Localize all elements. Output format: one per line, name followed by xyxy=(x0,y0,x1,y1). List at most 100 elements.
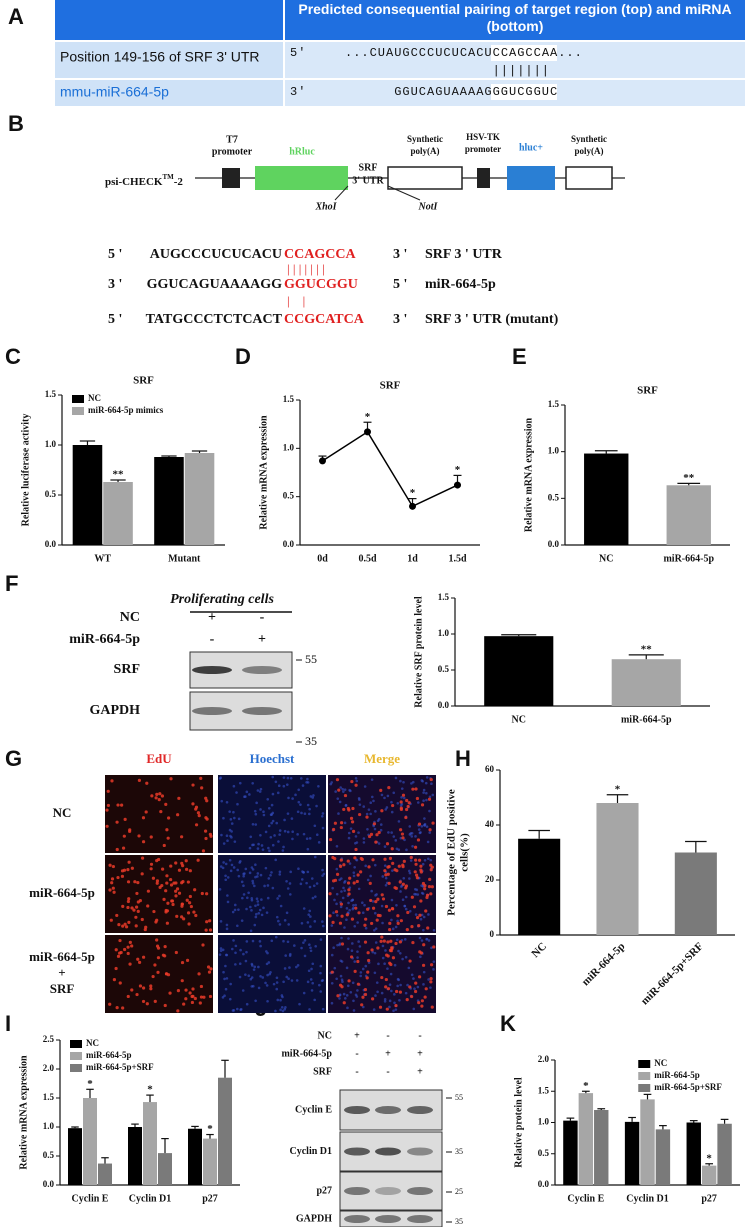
row-cell xyxy=(55,42,283,78)
nucleus xyxy=(384,883,388,887)
bar xyxy=(674,852,717,935)
nucleus xyxy=(267,846,270,850)
strand-end: 5' xyxy=(290,46,306,60)
edu-nucleus xyxy=(420,999,424,1003)
significance: * xyxy=(583,1080,589,1092)
nucleus xyxy=(283,919,287,922)
nucleus xyxy=(239,859,242,863)
nucleus xyxy=(313,998,316,1002)
nucleus xyxy=(251,781,254,785)
nucleus xyxy=(219,920,223,923)
nucleus xyxy=(256,875,259,878)
nucleus xyxy=(353,924,357,928)
nucleus xyxy=(277,840,280,843)
edu-nucleus xyxy=(110,877,115,881)
edu-nucleus xyxy=(115,913,119,918)
micrograph xyxy=(218,855,326,933)
x-tick-label: 0.5d xyxy=(358,553,377,564)
edu-nucleus xyxy=(136,900,140,904)
binding-site: GGUCGGU xyxy=(284,277,358,292)
nucleus xyxy=(218,953,222,956)
sequence: ...CUAUGCCCUCUCACUCCAGCCAA... xyxy=(345,46,583,60)
nucleus xyxy=(432,928,436,932)
nucleus xyxy=(398,998,401,1002)
nucleus xyxy=(308,885,312,889)
condition-sign: - xyxy=(418,1030,421,1041)
edu-nucleus xyxy=(196,858,200,862)
nucleus xyxy=(405,848,408,852)
nucleus xyxy=(257,965,260,969)
strand-label: miR-664-5p xyxy=(425,277,496,292)
condition-sign: + xyxy=(354,1030,360,1041)
edu-nucleus xyxy=(166,901,170,905)
nucleus xyxy=(361,901,364,904)
nucleus xyxy=(306,921,310,924)
vector-sup: TM xyxy=(162,173,174,181)
y-axis-label: Relative luciferase activity xyxy=(20,414,31,527)
edu-nucleus xyxy=(115,1006,119,1010)
binding-site: CCAGCCA xyxy=(284,247,356,262)
bar xyxy=(584,453,629,545)
pairing: ||||||| xyxy=(493,64,550,78)
nucleus xyxy=(369,812,372,816)
nucleus xyxy=(253,809,257,813)
nucleus xyxy=(296,964,300,967)
edu-nucleus xyxy=(347,808,351,812)
marker-label: 25 xyxy=(455,1187,463,1196)
nucleus xyxy=(419,831,422,834)
nucleus xyxy=(229,869,233,873)
nucleus xyxy=(364,864,367,868)
nucleus xyxy=(408,871,412,875)
y-axis-label: Relative mRNA expression xyxy=(18,1055,29,1170)
y-tick-label: 1.0 xyxy=(548,446,560,456)
nucleus xyxy=(345,918,348,922)
edu-nucleus xyxy=(197,972,201,976)
nucleus xyxy=(299,882,303,886)
edu-nucleus xyxy=(181,864,185,868)
nucleus xyxy=(302,907,306,910)
nucleus xyxy=(308,909,312,913)
edu-nucleus xyxy=(388,948,393,953)
y-tick-label: 1.0 xyxy=(438,628,450,638)
nucleus xyxy=(281,995,284,999)
nucleus xyxy=(266,999,269,1003)
nucleus xyxy=(236,802,239,806)
y-tick-label: 1.5 xyxy=(538,1085,550,1095)
edu-nucleus xyxy=(375,833,379,837)
nucleus xyxy=(219,776,222,780)
nucleus xyxy=(318,983,321,987)
band xyxy=(375,1215,401,1223)
nucleus xyxy=(345,994,349,997)
nucleus xyxy=(259,944,262,948)
nucleus xyxy=(283,967,287,970)
row-label: NC xyxy=(53,805,72,820)
nucleus xyxy=(242,893,246,896)
nucleus xyxy=(238,962,242,966)
nucleus xyxy=(379,828,383,832)
nucleus xyxy=(285,879,288,883)
nucleus xyxy=(370,778,374,781)
nucleus xyxy=(428,795,432,799)
nucleus xyxy=(425,776,429,779)
edu-nucleus xyxy=(428,828,432,832)
edu-nucleus xyxy=(347,979,351,983)
edu-nucleus xyxy=(204,796,208,800)
nucleus xyxy=(432,968,435,971)
nucleus xyxy=(261,848,265,851)
edu-nucleus xyxy=(342,863,346,867)
nucleus xyxy=(430,782,433,786)
nucleus xyxy=(339,786,342,789)
nucleus xyxy=(309,795,313,798)
edu-nucleus xyxy=(167,816,171,820)
nucleus xyxy=(286,940,290,944)
micrograph xyxy=(218,935,326,1013)
nucleus xyxy=(314,895,317,898)
edu-nucleus xyxy=(366,907,370,911)
nucleus xyxy=(419,955,422,959)
edu-nucleus xyxy=(429,892,433,896)
edu-nucleus xyxy=(205,817,209,821)
x-tick-label: 1d xyxy=(407,553,418,564)
edu-nucleus xyxy=(347,892,351,896)
edu-nucleus xyxy=(414,858,418,862)
edu-nucleus xyxy=(165,921,169,925)
